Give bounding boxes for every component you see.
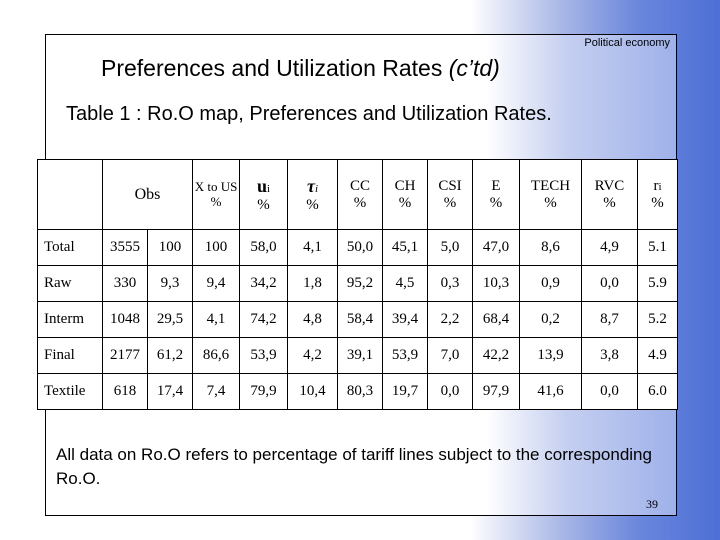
table-cell: 58,0 [239, 229, 288, 266]
table-cell: 80,3 [337, 373, 383, 410]
table-cell: 10,4 [287, 373, 338, 410]
table-cell: 8,6 [519, 229, 582, 266]
table-cell: 330 [102, 265, 148, 302]
corner-cell [37, 159, 103, 230]
slide-title: Preferences and Utilization Rates (c’td) [101, 55, 621, 82]
col-header-obs: Obs [102, 159, 193, 230]
table-cell: 0,2 [519, 301, 582, 338]
table-cell: 0,3 [427, 265, 473, 302]
row-label: Raw [37, 265, 103, 302]
table-cell: 86,6 [192, 337, 240, 374]
col-header-csi: CSI% [427, 159, 473, 230]
table-cell: 79,9 [239, 373, 288, 410]
table-cell: 13,9 [519, 337, 582, 374]
table-cell: 7,0 [427, 337, 473, 374]
data-table: Obs X to US % ui% τi% CC% CH% CSI% E% TE… [37, 159, 678, 410]
table-cell: 100 [147, 229, 193, 266]
table-cell: 1,8 [287, 265, 338, 302]
table-cell: 74,2 [239, 301, 288, 338]
table-cell: 29,5 [147, 301, 193, 338]
table-cell: 9,4 [192, 265, 240, 302]
table-cell: 19,7 [382, 373, 428, 410]
table-cell: 4,8 [287, 301, 338, 338]
table-cell: 7,4 [192, 373, 240, 410]
table-cell: 53,9 [382, 337, 428, 374]
table-cell: 45,1 [382, 229, 428, 266]
table-cell: 61,2 [147, 337, 193, 374]
table-cell: 4,2 [287, 337, 338, 374]
col-header-ch: CH% [382, 159, 428, 230]
table-cell: 97,9 [472, 373, 520, 410]
table-cell: 58,4 [337, 301, 383, 338]
table-cell: 4,1 [287, 229, 338, 266]
table-cell: 100 [192, 229, 240, 266]
table-cell: 50,0 [337, 229, 383, 266]
table-row: Textile 618 17,4 7,4 79,9 10,4 80,3 19,7 0,0 97,9… [37, 373, 678, 410]
table-cell: 53,9 [239, 337, 288, 374]
table-cell: 42,2 [472, 337, 520, 374]
title-italic: (c’td) [448, 55, 500, 81]
table-cell: 1048 [102, 301, 148, 338]
table-cell: 618 [102, 373, 148, 410]
table-cell: 4,9 [581, 229, 638, 266]
col-header-ri: ri% [637, 159, 678, 230]
table-cell: 17,4 [147, 373, 193, 410]
table-row: Raw 330 9,3 9,4 34,2 1,8 95,2 4,5 0,3 10,3 0,9 0,0 5… [37, 265, 678, 302]
table-cell: 8,7 [581, 301, 638, 338]
table-cell: 4,1 [192, 301, 240, 338]
table-caption: Table 1 : Ro.O map, Preferences and Util… [66, 103, 552, 125]
table-cell: 0,0 [581, 373, 638, 410]
table-cell: 10,3 [472, 265, 520, 302]
table-cell: 0,9 [519, 265, 582, 302]
footnote: All data on Ro.O refers to percentage of… [56, 445, 652, 488]
title-main: Preferences and Utilization Rates [101, 55, 449, 81]
col-header-rvc: RVC% [581, 159, 638, 230]
table-cell: 5,0 [427, 229, 473, 266]
col-header-cc: CC% [337, 159, 383, 230]
table-cell: 39,4 [382, 301, 428, 338]
table-cell: 39,1 [337, 337, 383, 374]
slide-frame: Political economy Preferences and Utiliz… [37, 34, 678, 516]
table-cell: 5.1 [637, 229, 678, 266]
table-row: Total 3555 100 100 58,0 4,1 50,0 45,1 5,0 47,0 8,6… [37, 229, 678, 266]
row-label: Final [37, 337, 103, 374]
col-header-tau: τi% [287, 159, 338, 230]
table-cell: 3555 [102, 229, 148, 266]
table-cell: 6.0 [637, 373, 678, 410]
table-cell: 95,2 [337, 265, 383, 302]
table-cell: 4,5 [382, 265, 428, 302]
table-cell: 47,0 [472, 229, 520, 266]
section-label: Political economy [584, 37, 670, 49]
table-cell: 4.9 [637, 337, 678, 374]
table-cell: 5.9 [637, 265, 678, 302]
table-cell: 0,0 [581, 265, 638, 302]
table-cell: 5.2 [637, 301, 678, 338]
table-cell: 34,2 [239, 265, 288, 302]
col-header-x-to-us: X to US % [192, 159, 240, 230]
table-row: Final 2177 61,2 86,6 53,9 4,2 39,1 53,9 7,0 42,2 1… [37, 337, 678, 374]
table-cell: 0,0 [427, 373, 473, 410]
table-container: Obs X to US % ui% τi% CC% CH% CSI% E% TE… [37, 159, 678, 410]
col-header-e: E% [472, 159, 520, 230]
table-row: Interm 1048 29,5 4,1 74,2 4,8 58,4 39,4 2,2 68,4 0… [37, 301, 678, 338]
header-row: Obs X to US % ui% τi% CC% CH% CSI% E% TE… [37, 159, 678, 230]
table-cell: 2,2 [427, 301, 473, 338]
row-label: Textile [37, 373, 103, 410]
table-cell: 41,6 [519, 373, 582, 410]
table-cell: 9,3 [147, 265, 193, 302]
page-number: 39 [646, 497, 658, 511]
table-cell: 2177 [102, 337, 148, 374]
col-header-tech: TECH% [519, 159, 582, 230]
row-label: Total [37, 229, 103, 266]
table-cell: 68,4 [472, 301, 520, 338]
table-cell: 3,8 [581, 337, 638, 374]
row-label: Interm [37, 301, 103, 338]
col-header-ui: ui% [239, 159, 288, 230]
